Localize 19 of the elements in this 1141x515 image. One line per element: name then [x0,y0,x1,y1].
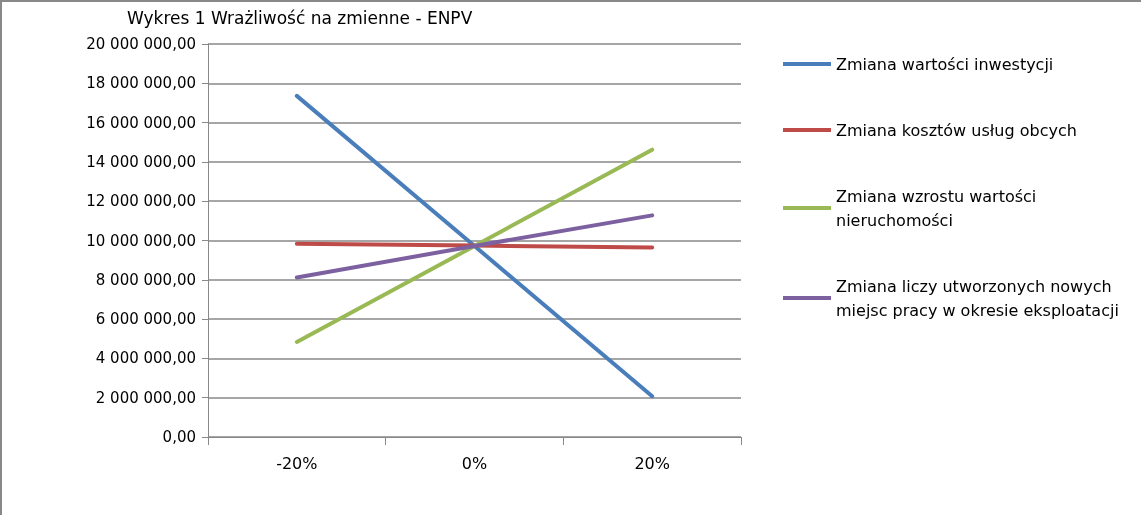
x-tick-label: 20% [634,453,670,473]
y-tick-label: 16 000 000,00 [86,113,196,132]
y-tick-label: 20 000 000,00 [86,35,196,53]
y-tick-label: 18 000 000,00 [86,74,196,93]
y-tick-label: 8 000 000,00 [95,270,196,289]
legend-label: Zmiana liczy utworzonych nowych miejsc pracy w okresie eksploatacji [836,276,1119,320]
y-tick-label: 6 000 000,00 [95,310,196,329]
legend-label: Zmiana wartości inwestycji [836,54,1054,74]
y-tick-label: 4 000 000,00 [95,349,196,368]
x-tick-label: -20% [276,453,318,473]
x-tick-label: 0% [461,453,488,473]
y-tick-label: 0,00 [162,428,196,446]
y-tick-label: 12 000 000,00 [86,192,196,211]
y-tick-label: 14 000 000,00 [86,152,196,171]
chart-title: Wykres 1 Wrażliwość na zmienne - ENPV [127,7,473,28]
y-tick-label: 2 000 000,00 [95,388,196,407]
legend-label: Zmiana kosztów usług obcych [836,120,1077,140]
legend-label: Zmiana wzrostu wartości nieruchomości [836,186,1042,230]
y-tick-label: 10 000 000,00 [86,231,196,250]
